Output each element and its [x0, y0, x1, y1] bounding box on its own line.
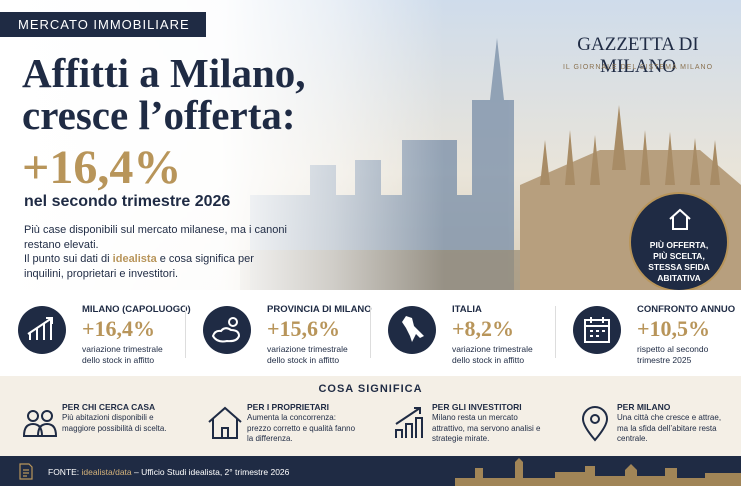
- footer-skyline: [455, 458, 741, 486]
- meaning-icon: [18, 402, 62, 446]
- divider: [555, 306, 556, 358]
- meaning-text: Una città che cresce e attrae, ma la sfi…: [617, 413, 722, 443]
- divider: [370, 306, 371, 358]
- meaning-text: Più abitazioni disponibili e maggiore po…: [62, 413, 167, 433]
- meaning-title: PER I PROPRIETARI: [247, 402, 330, 412]
- stat-icon: [203, 306, 251, 354]
- meaning-item: PER I PROPRIETARI Aumenta la concorrenza:…: [185, 400, 370, 455]
- headline-line: Affitti a Milano,: [22, 50, 306, 96]
- meaning-icon-glyph: [395, 407, 423, 438]
- stat-label: ITALIA: [452, 304, 482, 315]
- stat-value: +8,2%: [452, 316, 515, 341]
- footer-text: FONTE: idealista/data – Ufficio Studi id…: [48, 467, 289, 477]
- headline-value: +16,4%: [22, 141, 182, 194]
- intro-highlight: idealista: [112, 253, 157, 265]
- meaning-icon: [203, 402, 247, 446]
- stat-value: +16,4%: [82, 316, 156, 341]
- badge-icon: [669, 208, 691, 230]
- meaning-icon-glyph: [22, 410, 58, 437]
- stat-value: +10,5%: [637, 316, 711, 341]
- meaning-item: PER MILANO Una città che cresce e attrae,…: [555, 400, 740, 455]
- meaning-icon: [388, 402, 432, 446]
- stat-value: +15,6%: [267, 316, 341, 341]
- meaning-title: PER CHI CERCA CASA: [62, 402, 156, 412]
- footer-icon: [19, 463, 33, 480]
- stat-icon: [18, 306, 66, 354]
- stat-description: rispetto al secondo trimestre 2025: [637, 344, 709, 365]
- stat-label: MILANO (CAPOLUOGO): [82, 304, 191, 315]
- subtitle: nel secondo trimestre 2026: [24, 193, 231, 210]
- meaning-title: PER GLI INVESTITORI: [432, 402, 522, 412]
- meaning-icon: [573, 402, 617, 446]
- stat-icon: [388, 306, 436, 354]
- stat-description: variazione trimestrale dello stock in af…: [267, 344, 348, 365]
- divider: [185, 306, 186, 358]
- intro-text: Il punto sui dati di: [24, 253, 113, 265]
- meaning-heading: COSA SIGNIFICA: [318, 383, 423, 395]
- badge: PIÙ OFFERTA, PIÙ SCELTA, STESSA SFIDA AB…: [629, 192, 729, 292]
- footer-source: idealista/data: [81, 467, 132, 477]
- intro-line: Il punto sui dati di idealista e cosa si…: [24, 252, 294, 281]
- footer-label: FONTE:: [48, 467, 80, 477]
- stat: ITALIA +8,2% variazione trimestrale dello …: [370, 290, 555, 374]
- meaning-item: PER GLI INVESTITORI Milano resta un merca…: [370, 400, 555, 455]
- stats-row: MILANO (CAPOLUOGO) +16,4% variazione trime…: [0, 290, 741, 374]
- intro-text: e cosa significa per inquilini, propriet…: [24, 253, 254, 280]
- meaning-title: PER MILANO: [617, 402, 671, 412]
- footer: FONTE: idealista/data – Ufficio Studi id…: [0, 456, 741, 486]
- intro: Più case disponibili sul mercato milanes…: [24, 223, 294, 281]
- stat: CONFRONTO ANNUO +10,5% rispetto al secondo…: [555, 290, 740, 374]
- meaning-text: Milano resta un mercato attrattivo, ma s…: [432, 413, 541, 443]
- meaning-icon-glyph: [581, 406, 609, 442]
- meaning-icon-glyph: [208, 406, 242, 439]
- meaning-item: PER CHI CERCA CASA Più abitazioni disponi…: [0, 400, 185, 455]
- stat-label: PROVINCIA DI MILANO: [267, 304, 372, 315]
- brand-name: GAZZETTA DI MILANO: [577, 34, 699, 77]
- stat-icon-glyph: [584, 317, 610, 343]
- brand-tagline: IL GIORNALE DEL SISTEMA MILANO: [562, 64, 714, 71]
- meaning-text: Aumenta la concorrenza: prezzo corretto …: [247, 413, 356, 443]
- footer-rest: – Ufficio Studi idealista, 2° trimestre …: [131, 467, 290, 477]
- stat-icon-glyph: [402, 316, 424, 342]
- section-tag: MERCATO IMMOBILIARE: [0, 12, 206, 37]
- stat-icon-glyph: [27, 317, 53, 340]
- headline-line: cresce l’offerta:: [22, 92, 296, 138]
- stat-label: CONFRONTO ANNUO: [637, 304, 736, 315]
- stat-icon: [573, 306, 621, 354]
- stat-icon-glyph: [211, 317, 241, 343]
- stat: PROVINCIA DI MILANO +15,6% variazione trim…: [185, 290, 372, 374]
- stat-description: variazione trimestrale dello stock in af…: [82, 344, 163, 365]
- intro-line: Più case disponibili sul mercato milanes…: [24, 224, 287, 251]
- headline: Affitti a Milano, cresce l’offerta:: [22, 52, 306, 136]
- stat-description: variazione trimestrale dello stock in af…: [452, 344, 533, 365]
- meaning-section: COSA SIGNIFICA PER CHI CERCA CASA Più abi…: [0, 376, 741, 456]
- badge-text: PIÙ OFFERTA, PIÙ SCELTA, STESSA SFIDA AB…: [648, 240, 710, 283]
- stat: MILANO (CAPOLUOGO) +16,4% variazione trime…: [0, 290, 191, 374]
- hero-fade: [0, 0, 741, 290]
